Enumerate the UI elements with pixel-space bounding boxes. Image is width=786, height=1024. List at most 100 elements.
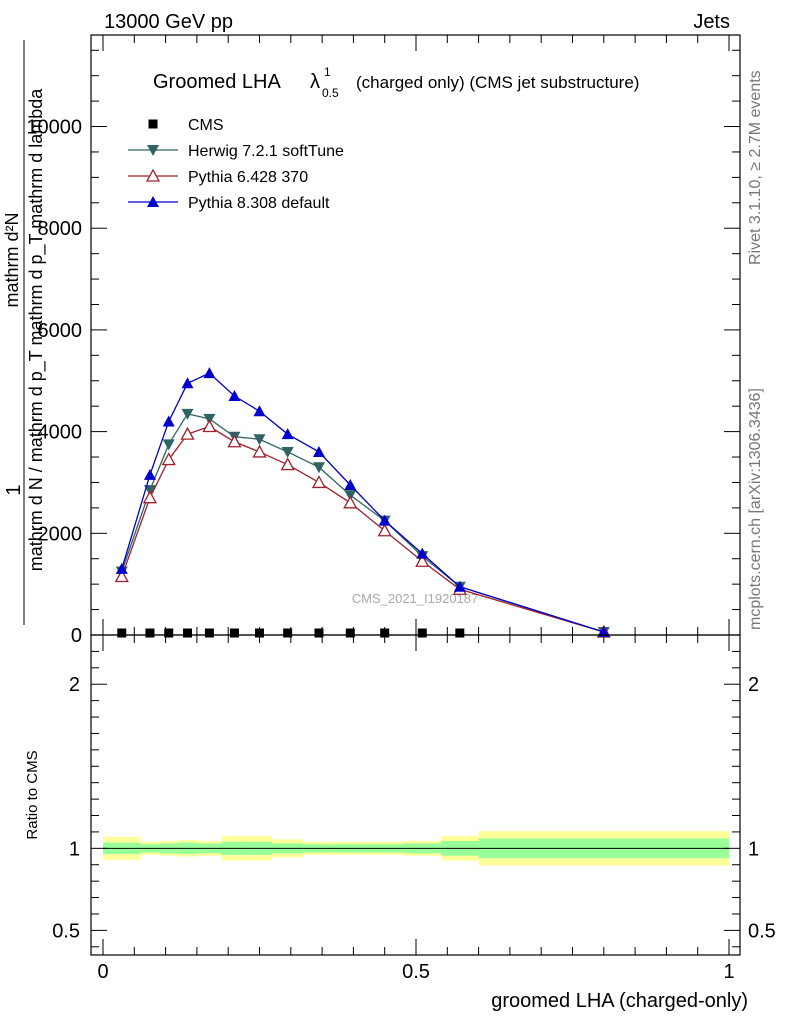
ratio-panel: 0.5 0.51 12 2 0 0.5 1 Ratio to CMS groomed LH… (24, 634, 776, 1012)
data-point-pythia6 (280, 457, 295, 471)
series-pythia6 (114, 419, 611, 638)
legend-item-cms: CMS (148, 117, 224, 134)
data-point-pythia8 (453, 580, 466, 592)
data-point-herwig (253, 434, 266, 446)
title-sub: 0.5 (322, 86, 339, 100)
series-line-pythia8 (121, 372, 604, 633)
legend-marker (147, 145, 159, 156)
data-point-pythia8 (312, 445, 325, 457)
legend-item-pythia6: Pythia 6.428 370 (128, 168, 308, 186)
series-cms (117, 628, 465, 638)
main-series-group (114, 367, 611, 638)
y-tick-label: 8000 (38, 218, 83, 240)
data-point-herwig (162, 439, 175, 451)
data-point-cms (314, 628, 324, 638)
data-point-herwig (312, 462, 325, 474)
ratio-y-tick-label: 1 (69, 838, 80, 860)
data-point-pythia6 (161, 452, 176, 466)
data-point-cms (455, 628, 465, 638)
y-label-numerator: 1 (3, 484, 25, 495)
data-point-pythia8 (228, 390, 241, 402)
rivet-label: Rivet 3.1.10, ≥ 2.7M events (747, 70, 764, 265)
title-sup: 1 (324, 65, 331, 79)
x-tick-label: 1 (723, 961, 734, 983)
data-point-cms (417, 628, 427, 638)
mcplots-label: mcplots.cern.ch [arXiv:1306.3436] (747, 388, 764, 630)
ratio-axis-ticks (91, 635, 740, 955)
ratio-frame (90, 634, 741, 956)
x-tick-label: 0 (97, 961, 108, 983)
data-point-pythia8 (597, 625, 610, 637)
legend-label: Herwig 7.2.1 softTune (188, 143, 344, 160)
ratio-y-tick-label-right: 0.5 (748, 920, 776, 942)
data-point-cms (164, 628, 174, 638)
data-point-pythia8 (416, 547, 429, 559)
chart-title: Groomed LHA λ 1 0.5 (charged only) (CMS … (153, 65, 639, 100)
y-label-numerator-2: mathrm d²N (2, 212, 22, 307)
ratio-y-tick-label: 0.5 (52, 920, 80, 942)
ratio-y-tick-label-right: 1 (748, 838, 759, 860)
legend-marker (148, 119, 158, 129)
data-point-pythia8 (143, 468, 156, 480)
main-y-tick-labels: 2000 4000 6000 8000 10000 (26, 117, 82, 546)
watermark: CMS_2021_I1920187 (352, 591, 479, 606)
ratio-y-tick-label-right: 2 (748, 674, 759, 696)
data-point-pythia6 (415, 553, 430, 567)
y-tick-label: 10000 (26, 117, 82, 139)
data-point-pythia6 (180, 426, 195, 440)
series-line-pythia6 (121, 425, 604, 633)
legend-label: CMS (188, 117, 224, 134)
legend-item-herwig: Herwig 7.2.1 softTune (128, 143, 344, 160)
x-axis-label: groomed LHA (charged-only) (491, 990, 748, 1012)
legend: CMS Herwig 7.2.1 softTune Pythia 6.428 370… (128, 117, 344, 212)
title-rest: (charged only) (CMS jet substructure) (356, 73, 639, 92)
data-point-herwig (181, 408, 194, 420)
data-point-cms (117, 628, 127, 638)
data-point-pythia8 (181, 377, 194, 389)
data-point-cms (204, 628, 214, 638)
data-point-cms (380, 628, 390, 638)
data-point-cms (345, 628, 355, 638)
title-main: Groomed LHA (153, 71, 281, 93)
data-point-pythia8 (203, 367, 216, 379)
data-point-pythia6 (252, 444, 267, 458)
main-y-label: 1 mathrm d²N mathrm d N / mathrm d p_T m… (2, 40, 47, 625)
legend-label: Pythia 8.308 default (188, 195, 330, 212)
header-right: Jets (693, 11, 730, 33)
ratio-y-tick-labels: 0.5 0.5 1 1 2 2 (52, 674, 776, 942)
data-point-pythia6 (377, 523, 392, 537)
legend-marker (145, 168, 161, 182)
legend-item-pythia8: Pythia 8.308 default (128, 195, 330, 212)
y-tick-label: 6000 (38, 320, 83, 342)
data-point-pythia6 (343, 495, 358, 509)
data-point-cms (229, 628, 239, 638)
data-point-pythia6 (142, 490, 158, 504)
y-label-denominator: mathrm d N / mathrm d p_T mathrm d p_T m… (26, 88, 47, 571)
data-point-pythia8 (344, 479, 357, 490)
data-point-pythia8 (281, 428, 294, 440)
data-point-pythia6 (114, 569, 129, 583)
series-pythia8 (115, 367, 610, 637)
data-point-herwig (281, 446, 294, 458)
y-tick-label: 2000 (38, 523, 83, 545)
header-left: 13000 GeV pp (104, 11, 233, 33)
data-point-pythia6 (311, 475, 327, 489)
data-point-pythia6 (227, 434, 242, 448)
ratio-y-tick-label: 2 (69, 674, 80, 696)
data-point-pythia6 (202, 419, 217, 433)
legend-label: Pythia 6.428 370 (188, 169, 308, 186)
x-tick-label: 0.5 (402, 961, 430, 983)
ratio-x-tick-labels: 0 0.5 1 (97, 961, 734, 983)
data-point-cms (183, 628, 193, 638)
data-point-cms (145, 628, 155, 638)
data-point-pythia8 (378, 514, 391, 526)
data-point-pythia8 (253, 405, 266, 417)
main-axis-ticks (91, 35, 740, 635)
title-symbol: λ (310, 71, 320, 93)
y-tick-label: 4000 (38, 422, 83, 444)
data-point-pythia8 (162, 415, 175, 427)
data-point-cms (283, 628, 293, 638)
ratio-y-label: Ratio to CMS (24, 750, 41, 839)
